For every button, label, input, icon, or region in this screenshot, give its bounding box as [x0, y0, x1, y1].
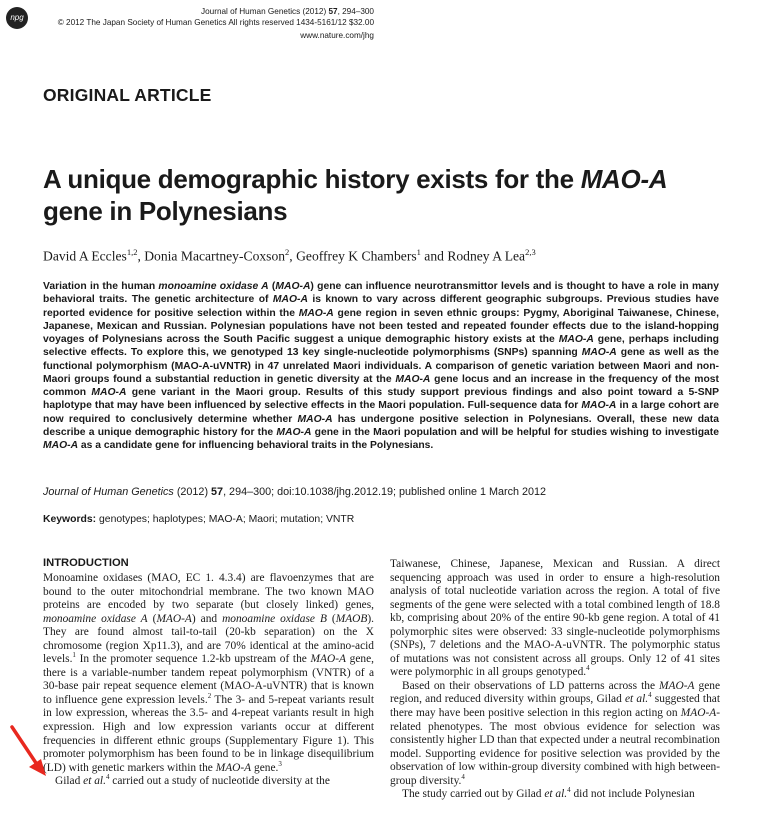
author-name: and Rodney A Lea	[420, 248, 526, 264]
reference-marker[interactable]: 3	[278, 759, 282, 768]
section-heading-introduction: INTRODUCTION	[43, 557, 129, 569]
keywords-line: Keywords: genotypes; haplotypes; MAO-A; …	[43, 514, 354, 525]
body-paragraph: Taiwanese, Chinese, Japanese, Mexican an…	[390, 558, 720, 679]
title-text-end: gene in Polynesians	[43, 196, 288, 226]
body-column-left: Monoamine oxidases (MAO, EC 1. 4.3.4) ar…	[43, 572, 374, 789]
red-arrow-icon	[10, 725, 46, 776]
author-affiliation: 2	[285, 247, 290, 257]
article-title: A unique demographic history exists for …	[43, 163, 723, 227]
author-name: , Donia Macartney-Coxson	[137, 248, 286, 264]
body-paragraph: Monoamine oxidases (MAO, EC 1. 4.3.4) ar…	[43, 572, 375, 774]
title-gene: MAO-A	[580, 164, 668, 194]
body-paragraph: Gilad et al.4 carried out a study of nuc…	[55, 773, 330, 788]
publisher-logo: npg	[6, 7, 28, 29]
journal-year: Journal of Human Genetics (2012)	[201, 7, 329, 16]
author-name: David A Eccles	[43, 248, 127, 264]
citation-details: , 294–300; doi:10.1038/jhg.2012.19; publ…	[223, 486, 547, 498]
author-affiliation: 1	[416, 247, 421, 257]
body-paragraph: The study carried out by Gilad et al.4 d…	[402, 786, 695, 801]
reference-marker[interactable]: 4	[461, 772, 465, 781]
author-list: David A Eccles1,2, Donia Macartney-Coxso…	[43, 247, 536, 265]
keywords-label: Keywords:	[43, 514, 97, 525]
body-paragraph: Based on their observations of LD patter…	[390, 679, 721, 787]
reference-marker[interactable]: 1	[72, 651, 76, 660]
citation-year: (2012)	[173, 486, 212, 498]
journal-header-line: Journal of Human Genetics (2012) 57, 294…	[201, 7, 374, 16]
author-name: , Geoffrey K Chambers	[289, 248, 417, 264]
reference-marker[interactable]: 4	[105, 773, 110, 782]
abstract: Variation in the human monoamine oxidase…	[43, 281, 719, 451]
citation-volume: 57	[211, 486, 224, 498]
keywords-list: genotypes; haplotypes; MAO-A; Maori; mut…	[96, 514, 355, 525]
title-text: A unique demographic history exists for …	[43, 164, 581, 194]
author-affiliation: 1,2	[126, 247, 138, 257]
journal-url-link[interactable]: www.nature.com/jhg	[300, 31, 374, 40]
journal-pages: , 294–300	[337, 7, 374, 16]
reference-marker[interactable]: 2	[207, 692, 212, 701]
body-column-right: Taiwanese, Chinese, Japanese, Mexican an…	[390, 558, 720, 802]
journal-volume: 57	[328, 7, 338, 16]
citation-line: Journal of Human Genetics (2012) 57, 294…	[43, 486, 546, 498]
citation-journal: Journal of Human Genetics	[43, 486, 174, 498]
copyright-line: © 2012 The Japan Society of Human Geneti…	[57, 18, 374, 27]
reference-marker[interactable]: 4	[567, 786, 571, 795]
reference-marker[interactable]: 4	[586, 664, 590, 673]
section-label: ORIGINAL ARTICLE	[43, 85, 212, 105]
author-affiliation: 2,3	[525, 247, 536, 257]
reference-marker[interactable]: 4	[648, 691, 652, 700]
